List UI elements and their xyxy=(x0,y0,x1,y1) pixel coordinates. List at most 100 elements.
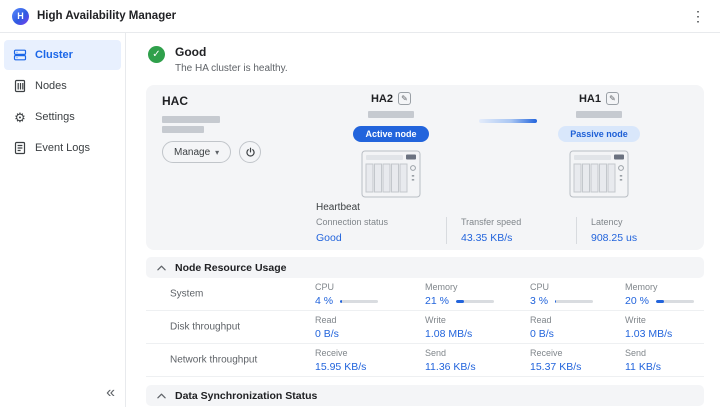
node-name: HA2 xyxy=(370,92,393,105)
resource-section-header[interactable]: Node Resource Usage xyxy=(146,257,704,278)
sidebar-item-label: Cluster xyxy=(35,49,73,61)
node-title: HA1 ✎ xyxy=(579,92,619,105)
node-title: HA2 ✎ xyxy=(371,92,411,105)
cell-label: Write xyxy=(425,315,446,325)
cluster-actions: Manage ▾ xyxy=(162,141,262,163)
heartbeat-metrics: Connection status Good Transfer speed 43… xyxy=(316,217,706,244)
sidebar-item-cluster[interactable]: Cluster xyxy=(4,40,121,70)
metric-cell: Write 1.03 MB/s xyxy=(625,315,672,340)
cluster-name: HAC xyxy=(162,94,188,108)
cell-value: 0 B/s xyxy=(315,328,339,340)
metric-value: 908.25 us xyxy=(591,232,638,244)
chevron-down-icon: ▾ xyxy=(215,147,220,157)
cell-value: 1.03 MB/s xyxy=(625,328,673,340)
metric-cell: Memory 20 % xyxy=(625,282,694,307)
cell-label: Memory xyxy=(425,282,458,292)
main-content: ✓ Good The HA cluster is healthy. HAC Ma… xyxy=(126,33,720,407)
collapse-sidebar-icon[interactable]: « xyxy=(106,384,115,401)
status-description: The HA cluster is healthy. xyxy=(175,63,288,74)
cell-value: 20 % xyxy=(625,295,694,307)
cell-label: Memory xyxy=(625,282,658,292)
sidebar-item-settings[interactable]: ⚙ Settings xyxy=(4,102,121,132)
row-label: System xyxy=(170,288,204,300)
row-label: Network throughput xyxy=(170,354,258,366)
usage-bar xyxy=(555,299,594,303)
cell-value-text: 20 % xyxy=(625,295,649,307)
status-title: Good xyxy=(175,45,207,59)
cell-label: CPU xyxy=(315,282,335,292)
sync-progress-bar xyxy=(479,119,537,123)
metric-label: Transfer speed xyxy=(461,217,522,227)
cluster-card: HAC Manage ▾ HA2 ✎ Acti xyxy=(146,85,704,250)
cluster-status: ✓ Good The HA cluster is healthy. xyxy=(148,45,288,74)
metric-label: Latency xyxy=(591,217,623,227)
cell-label: Write xyxy=(625,315,646,325)
table-row-system: System CPU 4 % Memory 21 % CPU xyxy=(146,278,704,311)
cluster-info: HAC xyxy=(162,94,220,133)
metric-cell: Receive 15.95 KB/s xyxy=(315,348,366,373)
node-name: HA1 xyxy=(578,92,601,105)
cell-value: 1.08 MB/s xyxy=(425,328,473,340)
chevron-up-icon xyxy=(157,393,166,398)
app-title: High Availability Manager xyxy=(37,10,177,22)
event-logs-icon xyxy=(13,141,27,155)
cell-label: Receive xyxy=(530,348,563,358)
heartbeat-metric: Transfer speed 43.35 KB/s xyxy=(446,217,576,244)
redacted-text xyxy=(162,126,204,133)
sidebar: Cluster Nodes ⚙ Settings Event Logs « xyxy=(0,33,126,407)
cell-value: 11.36 KB/s xyxy=(425,361,476,373)
edit-icon[interactable]: ✎ xyxy=(606,92,619,105)
cluster-icon xyxy=(13,48,27,62)
power-button[interactable] xyxy=(239,141,262,163)
sync-section-header[interactable]: Data Synchronization Status xyxy=(146,385,704,406)
metric-cell: Send 11 KB/s xyxy=(625,348,661,373)
metric-value: Good xyxy=(316,232,342,244)
manage-button[interactable]: Manage ▾ xyxy=(162,141,232,163)
metric-cell: Read 0 B/s xyxy=(530,315,554,340)
nas-device-image xyxy=(361,150,421,198)
active-node-badge: Active node xyxy=(353,126,429,142)
edit-icon[interactable]: ✎ xyxy=(398,92,411,105)
status-check-icon: ✓ xyxy=(148,46,165,63)
metric-cell: Write 1.08 MB/s xyxy=(425,315,472,340)
cell-value: 21 % xyxy=(425,295,494,307)
nas-device-image xyxy=(569,150,629,198)
node-resource-usage-section: Node Resource Usage System CPU 4 % Memor… xyxy=(146,257,704,377)
metric-cell: Memory 21 % xyxy=(425,282,494,307)
chevron-up-icon xyxy=(157,265,166,270)
table-row-disk: Disk throughput Read 0 B/s Write 1.08 MB… xyxy=(146,311,704,344)
cell-label: CPU xyxy=(530,282,550,292)
cell-label: Send xyxy=(625,348,647,358)
cell-value-text: 21 % xyxy=(425,295,449,307)
usage-bar xyxy=(455,299,494,303)
power-icon xyxy=(245,147,255,157)
metric-cell: Send 11.36 KB/s xyxy=(425,348,476,373)
sidebar-item-nodes[interactable]: Nodes xyxy=(4,71,121,101)
table-row-network: Network throughput Receive 15.95 KB/s Se… xyxy=(146,344,704,377)
metric-cell: Read 0 B/s xyxy=(315,315,339,340)
section-title: Node Resource Usage xyxy=(175,261,287,274)
cell-value: 15.95 KB/s xyxy=(315,361,367,373)
heartbeat-metric: Connection status Good xyxy=(316,217,446,244)
usage-bar xyxy=(655,299,694,303)
sidebar-item-label: Settings xyxy=(35,111,75,123)
metric-label: Connection status xyxy=(316,217,389,227)
kebab-menu-icon[interactable]: ⋮ xyxy=(691,8,705,24)
cell-label: Read xyxy=(530,315,552,325)
cell-value: 3 % xyxy=(530,295,594,307)
redacted-text xyxy=(576,111,622,118)
manage-button-label: Manage xyxy=(174,146,211,158)
cell-label: Read xyxy=(315,315,337,325)
cell-value-text: 3 % xyxy=(530,295,549,307)
passive-node-badge: Passive node xyxy=(558,126,640,142)
cell-value-text: 4 % xyxy=(315,295,334,307)
node-ha1: HA1 ✎ Passive node xyxy=(534,92,664,198)
node-ha2: HA2 ✎ Active node xyxy=(326,92,456,198)
top-bar: H High Availability Manager ⋮ xyxy=(0,0,720,33)
row-label: Disk throughput xyxy=(170,321,241,333)
cell-value: 0 B/s xyxy=(530,328,554,340)
sidebar-item-event-logs[interactable]: Event Logs xyxy=(4,133,121,163)
metric-cell: CPU 3 % xyxy=(530,282,594,307)
cell-value: 15.37 KB/s xyxy=(530,361,582,373)
